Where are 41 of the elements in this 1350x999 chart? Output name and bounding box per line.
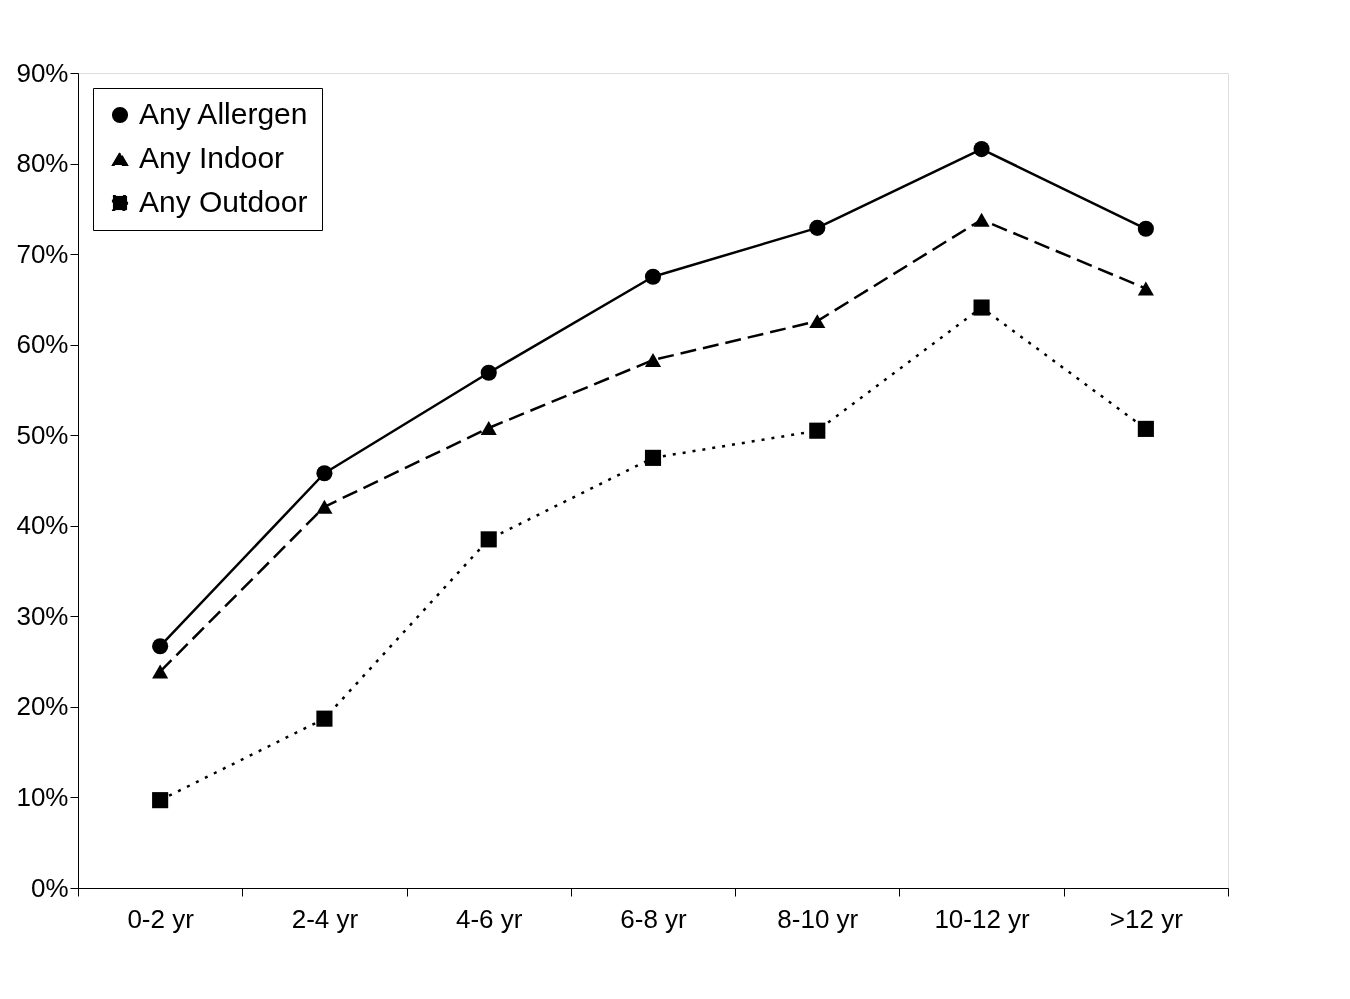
y-tick-label: 70% <box>16 238 69 269</box>
y-tick-label: 10% <box>16 781 69 812</box>
x-tick-label: >12 yr <box>1109 903 1184 934</box>
x-tick-label: 4-6 yr <box>455 903 523 934</box>
y-tick-label: 80% <box>16 148 69 179</box>
point <box>644 353 662 368</box>
y-tick-label: 40% <box>16 510 69 541</box>
legend-label: Any Outdoor <box>139 185 308 218</box>
point <box>152 664 169 679</box>
point <box>480 364 497 381</box>
y-tick-label: 50% <box>16 419 69 450</box>
point <box>480 531 497 548</box>
point <box>1137 420 1154 437</box>
legend-label: Any Allergen <box>139 97 308 130</box>
y-tick-label: 0% <box>30 872 69 903</box>
point <box>152 792 169 809</box>
legend-label: Any Indoor <box>139 141 285 174</box>
point <box>1137 281 1154 296</box>
point <box>644 449 662 466</box>
point <box>973 299 990 316</box>
point <box>809 219 826 236</box>
x-tick-label: 2-4 yr <box>291 903 359 934</box>
point <box>973 141 990 158</box>
x-tick-label: 10-12 yr <box>934 903 1031 934</box>
x-tick-label: 8-10 yr <box>777 903 859 934</box>
y-tick-label: 20% <box>16 691 69 722</box>
point <box>480 421 497 435</box>
y-tick-label: 90% <box>16 57 69 88</box>
point <box>973 212 990 227</box>
point <box>152 638 169 655</box>
point <box>809 422 826 439</box>
x-tick-label: 0-2 yr <box>127 903 195 934</box>
y-tick-label: 30% <box>16 600 69 631</box>
point <box>316 710 333 727</box>
y-tick-label: 60% <box>16 329 69 360</box>
point <box>644 268 662 285</box>
point <box>316 465 333 482</box>
x-tick-label: 6-8 yr <box>620 903 688 934</box>
point <box>1137 220 1154 237</box>
point <box>809 314 826 329</box>
point <box>316 499 333 514</box>
